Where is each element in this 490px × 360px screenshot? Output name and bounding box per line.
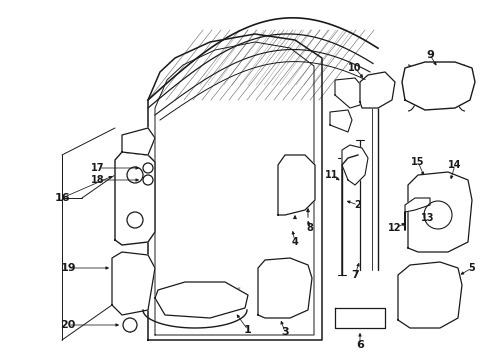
Polygon shape	[360, 72, 395, 108]
Text: 4: 4	[292, 237, 298, 247]
Text: 20: 20	[60, 320, 75, 330]
Text: 2: 2	[355, 200, 361, 210]
Polygon shape	[398, 262, 462, 328]
Polygon shape	[335, 308, 385, 328]
Text: 5: 5	[468, 263, 475, 273]
Text: 9: 9	[426, 50, 434, 60]
Polygon shape	[258, 258, 312, 318]
Polygon shape	[155, 282, 248, 318]
Text: 16: 16	[54, 193, 70, 203]
Text: 17: 17	[91, 163, 105, 173]
Circle shape	[424, 201, 452, 229]
Text: 3: 3	[281, 327, 289, 337]
Text: 6: 6	[356, 340, 364, 350]
Text: 14: 14	[448, 160, 462, 170]
Circle shape	[127, 212, 143, 228]
Polygon shape	[122, 128, 155, 155]
Text: 12: 12	[388, 223, 402, 233]
Text: 8: 8	[307, 223, 314, 233]
Polygon shape	[335, 78, 365, 108]
Text: 13: 13	[421, 213, 435, 223]
Polygon shape	[278, 155, 315, 215]
Text: 1: 1	[244, 325, 252, 335]
Text: 19: 19	[60, 263, 76, 273]
Polygon shape	[342, 145, 368, 185]
Circle shape	[127, 167, 143, 183]
Text: 7: 7	[351, 270, 359, 280]
Polygon shape	[112, 252, 155, 315]
Polygon shape	[402, 62, 475, 110]
Polygon shape	[115, 152, 155, 245]
Text: 10: 10	[348, 63, 362, 73]
Circle shape	[123, 318, 137, 332]
Circle shape	[143, 163, 153, 173]
Text: 11: 11	[325, 170, 339, 180]
Polygon shape	[330, 110, 352, 132]
Text: 15: 15	[411, 157, 425, 167]
Text: 18: 18	[91, 175, 105, 185]
Circle shape	[143, 175, 153, 185]
Polygon shape	[405, 198, 430, 230]
Polygon shape	[408, 172, 472, 252]
